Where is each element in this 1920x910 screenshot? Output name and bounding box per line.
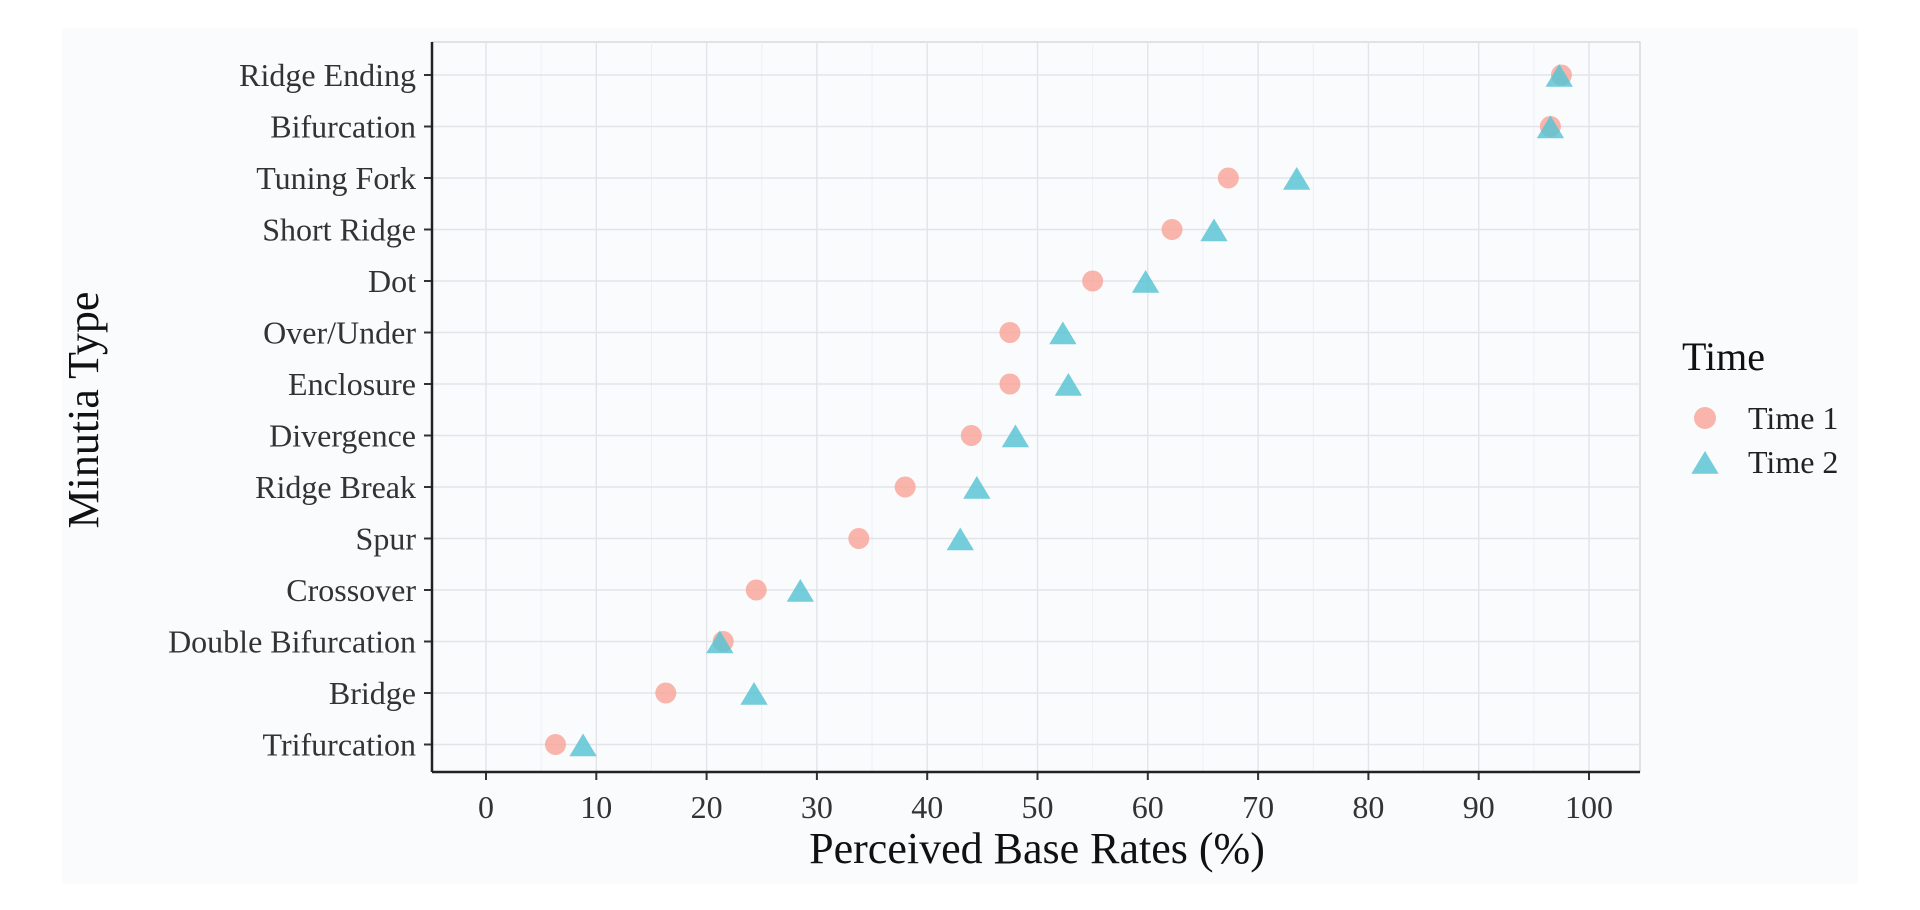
point-time-2 — [1049, 321, 1077, 345]
y-tick-label: Trifurcation — [263, 727, 416, 763]
point-time-2 — [946, 527, 974, 551]
y-tick-label: Bridge — [329, 675, 416, 711]
point-time-2 — [569, 733, 597, 757]
point-time-1 — [544, 734, 566, 755]
point-time-1 — [745, 579, 767, 601]
point-time-1 — [1161, 219, 1183, 240]
x-tick-label: 40 — [911, 789, 943, 825]
y-tick-label: Spur — [356, 521, 417, 557]
x-axis-label: Perceived Base Rates (%) — [809, 824, 1265, 873]
y-tick-label: Short Ridge — [262, 212, 416, 248]
y-tick-label: Ridge Break — [255, 469, 416, 505]
point-time-2 — [786, 579, 815, 602]
x-tick-label: 60 — [1132, 789, 1164, 825]
legend-key-time-2 — [1691, 451, 1719, 474]
y-tick-label: Double Bifurcation — [168, 624, 416, 660]
legend-title: Time — [1682, 334, 1765, 379]
point-time-1 — [848, 528, 870, 549]
x-tick-label: 100 — [1565, 789, 1613, 825]
x-tick-label: 50 — [1022, 789, 1054, 825]
y-tick-label: Tuning Fork — [256, 160, 416, 196]
x-tick-label: 70 — [1242, 789, 1274, 825]
legend-key-time-1 — [1694, 407, 1716, 429]
point-time-1 — [1082, 270, 1104, 292]
point-time-1 — [999, 322, 1021, 343]
x-tick-label: 10 — [580, 789, 612, 825]
x-tick-label: 20 — [691, 789, 723, 825]
x-tick-label: 0 — [478, 789, 494, 825]
legend: Time Time 1 Time 2 — [1682, 334, 1838, 480]
point-time-2 — [1001, 424, 1030, 448]
y-tick-label: Divergence — [269, 418, 416, 454]
x-tick-label: 90 — [1463, 789, 1495, 825]
axes — [430, 42, 1640, 774]
point-time-2 — [1200, 218, 1228, 242]
point-time-2 — [1054, 373, 1083, 396]
point-time-2 — [963, 476, 991, 499]
y-tick-label: Dot — [368, 263, 416, 299]
point-time-2 — [1536, 115, 1565, 139]
y-tick-labels: Ridge Ending Bifurcation Tuning Fork Short … — [168, 57, 432, 763]
legend-label: Time 2 — [1748, 444, 1838, 480]
y-axis-label: Minutia Type — [59, 292, 108, 529]
point-time-2 — [740, 682, 768, 705]
point-time-1 — [1217, 167, 1239, 189]
y-tick-label: Crossover — [286, 572, 416, 608]
data-points — [544, 64, 1573, 757]
grid-layer — [431, 41, 1641, 773]
point-time-1 — [999, 373, 1021, 395]
y-tick-label: Enclosure — [288, 366, 416, 402]
point-time-2 — [1283, 167, 1311, 190]
x-tick-label: 30 — [801, 789, 833, 825]
point-time-1 — [655, 682, 677, 704]
point-time-1 — [960, 425, 982, 446]
y-tick-label: Bifurcation — [270, 109, 416, 145]
plot-background — [431, 41, 1641, 773]
x-tick-labels: 0 10 20 30 40 50 60 70 80 90 100 — [478, 772, 1613, 825]
point-time-2 — [1131, 270, 1160, 293]
y-tick-label: Ridge Ending — [239, 57, 416, 93]
point-time-2 — [1545, 64, 1573, 87]
point-time-1 — [894, 476, 916, 498]
x-tick-label: 80 — [1352, 789, 1384, 825]
legend-label: Time 1 — [1748, 400, 1838, 436]
point-time-2 — [706, 630, 734, 654]
y-tick-label: Over/Under — [263, 315, 416, 351]
